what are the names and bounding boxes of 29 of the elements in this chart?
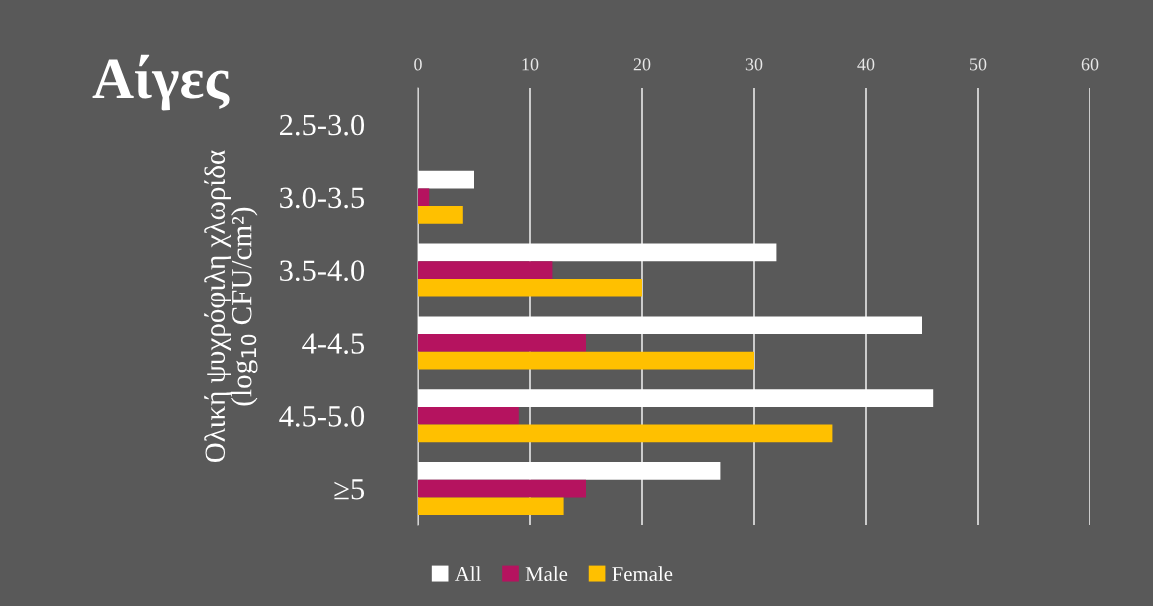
bar <box>418 206 463 224</box>
bar <box>418 188 430 207</box>
bar <box>418 170 474 189</box>
bar <box>418 406 519 425</box>
x-tick-label: 30 <box>745 58 763 71</box>
bar <box>418 351 754 370</box>
x-tick-label: 60 <box>1081 58 1099 71</box>
bar <box>418 497 564 516</box>
y-axis-title: Ολική ψυχρόφιλη χλωρίδα (log$_{10}$ CFU/cm²) <box>204 150 258 463</box>
y-tick-label: 2.5-3.0 <box>280 114 365 136</box>
y-tick-label: ≥5 <box>334 479 365 500</box>
legend-label: All <box>454 566 481 581</box>
y-tick-label: 3.5-4.0 <box>280 260 365 282</box>
y-tick-label: 3.0-3.5 <box>280 187 365 209</box>
x-tick-label: 40 <box>857 58 875 71</box>
legend-label: Male <box>525 566 568 582</box>
bar <box>418 424 833 443</box>
x-tick-label: 20 <box>633 58 651 71</box>
chart-title: Αίγες <box>92 54 230 111</box>
y-tick-label: 4-4.5 <box>302 333 365 354</box>
bar <box>418 261 553 279</box>
legend-label: Female <box>612 566 673 582</box>
x-tick-label: 10 <box>522 58 539 71</box>
y-tick-label: 4.5-5.0 <box>279 406 365 427</box>
bar <box>418 479 586 498</box>
x-tick-label: 50 <box>970 58 987 71</box>
bar <box>418 278 642 297</box>
bar <box>418 334 586 352</box>
x-tick-label: 0 <box>414 58 422 71</box>
